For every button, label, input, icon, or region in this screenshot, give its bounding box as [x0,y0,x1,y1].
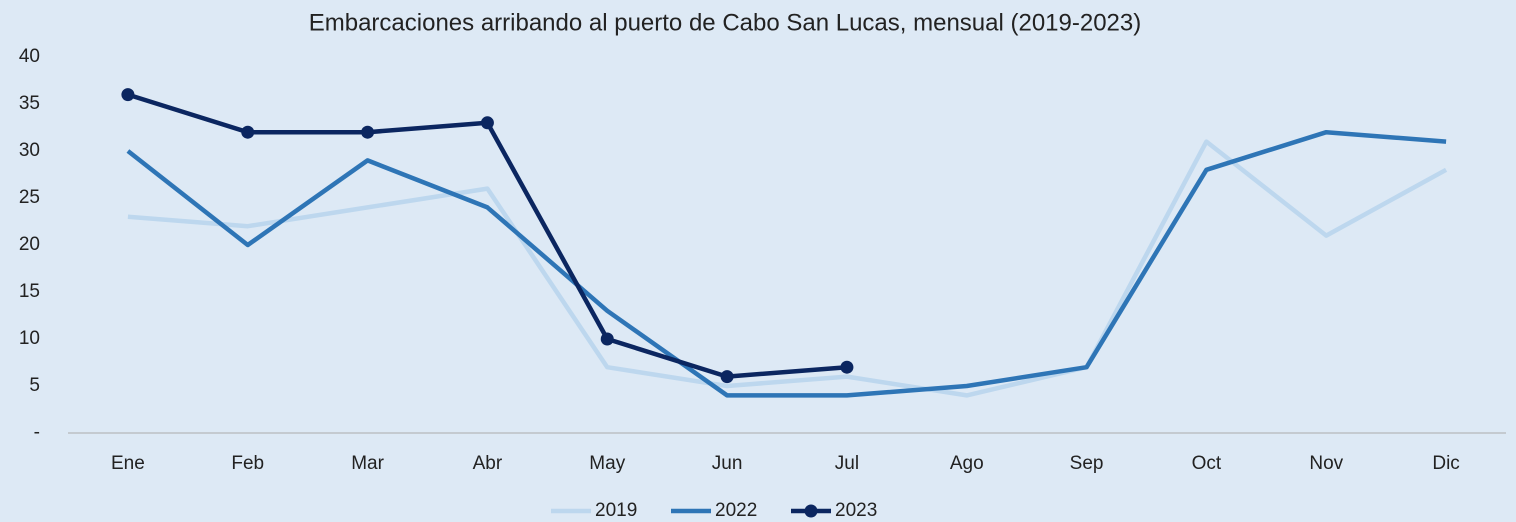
legend-label: 2022 [715,500,757,521]
point [121,88,135,102]
x-tick-label: Abr [473,453,503,474]
point [600,332,614,346]
series-line [127,139,1448,398]
x-tick-label: Ago [950,453,984,474]
x-tick-label: Dic [1432,453,1459,474]
x-tick-label: Jun [712,453,743,474]
point [361,125,375,139]
y-tick-label: 30 [19,140,40,161]
point [720,370,734,384]
x-tick-label: Feb [231,453,264,474]
point [840,360,854,374]
y-tick-label: - [34,422,40,443]
y-tick-label: 10 [19,328,40,349]
legend-marker [804,504,818,518]
y-tick-label: 40 [19,46,40,67]
x-tick-label: Nov [1309,453,1343,474]
x-tick-label: Sep [1070,453,1104,474]
x-tick-label: Jul [835,453,859,474]
series-line [126,129,1447,398]
x-tick-label: Mar [351,453,384,474]
x-tick-label: May [589,453,625,474]
y-tick-label: 35 [19,93,40,114]
point [241,125,255,139]
x-tick-label: Oct [1192,453,1222,474]
x-tick-label: Ene [111,453,145,474]
y-tick-label: 5 [29,375,40,396]
y-tick-label: 15 [19,281,40,302]
point [480,116,494,130]
y-tick-label: 25 [19,187,40,208]
legend-label: 2019 [595,500,637,521]
legend-label: 2023 [835,500,877,521]
y-tick-label: 20 [19,234,40,255]
chart-title: Embarcaciones arribando al puerto de Cab… [309,9,1142,36]
